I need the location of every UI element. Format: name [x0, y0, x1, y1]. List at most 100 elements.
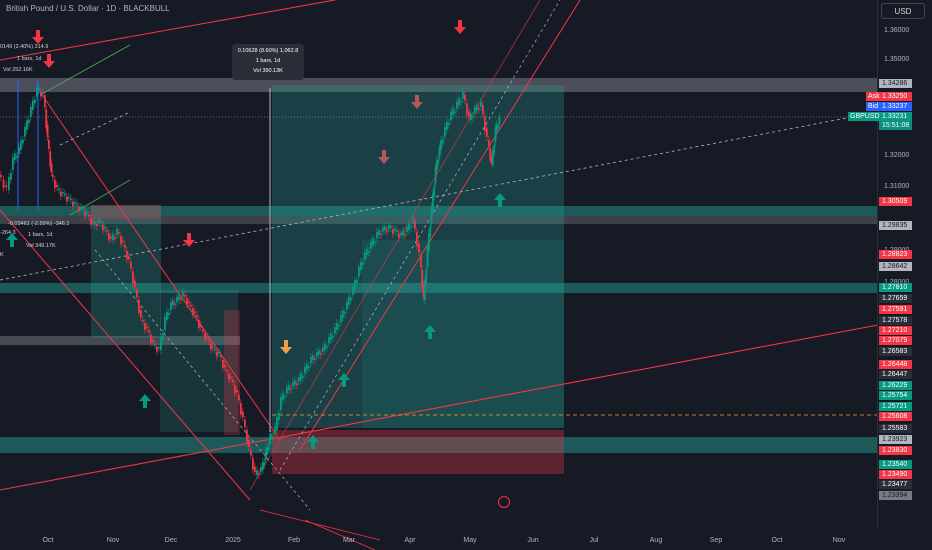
price-tag: 1.26447 — [879, 370, 912, 379]
candle-body — [42, 92, 44, 94]
candle-body — [76, 203, 78, 206]
candle-body — [192, 308, 194, 315]
candle-body — [425, 269, 428, 284]
candle-body — [82, 208, 84, 211]
measure-tooltip: 0.10628 (8.60%) 1,062.8 1 bars, 1d Vol 3… — [232, 44, 304, 80]
candle-body — [26, 120, 28, 130]
candle-body — [412, 217, 414, 224]
candle-body — [492, 150, 494, 165]
candle-body — [98, 219, 100, 223]
candle-body — [262, 462, 264, 470]
candle-body — [300, 373, 302, 380]
candle-body — [146, 326, 148, 329]
candle-body — [362, 263, 364, 265]
candle-body — [74, 202, 76, 204]
candle-body — [112, 234, 114, 240]
candle-body — [214, 348, 216, 351]
candle-body — [14, 153, 16, 160]
candle-body — [444, 127, 446, 137]
candle-body — [184, 295, 186, 297]
candle-body — [40, 91, 42, 97]
candle-body — [152, 340, 154, 342]
candle-body — [198, 320, 200, 328]
candle-body — [166, 312, 168, 320]
candle-body — [292, 382, 294, 387]
candle-body — [186, 298, 188, 305]
candle-body — [30, 107, 32, 117]
candle-body — [324, 343, 326, 350]
price-tag: 1.25754 — [879, 391, 912, 400]
price-tag: 1.23477 — [879, 480, 912, 489]
x-label: Nov — [832, 537, 846, 544]
candle-body — [104, 227, 106, 229]
price-tag: 1.30509 — [879, 197, 912, 206]
candle-body — [94, 221, 96, 225]
candle-body — [174, 303, 176, 305]
candle-body — [344, 312, 346, 314]
candle-body — [164, 317, 166, 330]
candle-body — [58, 188, 60, 191]
candle-body — [464, 95, 466, 101]
candle-body — [296, 383, 298, 385]
y-tick: 1.35000 — [884, 56, 910, 63]
ask-label: Ask — [866, 92, 880, 101]
candle-body — [62, 192, 64, 194]
dashed-channel-mid — [279, 0, 561, 471]
candle-body — [263, 463, 266, 465]
candle-body — [222, 360, 224, 368]
price-tag: 1.26583 — [879, 347, 912, 356]
candle-body — [36, 87, 38, 97]
candle-body — [122, 240, 124, 243]
candle-body — [50, 163, 53, 172]
candle-body — [462, 92, 464, 99]
candle-body — [468, 111, 470, 117]
annotation-left-mid: -0.03461 (-2.59%) -346.1 — [8, 221, 70, 227]
up-arrow-teal-icon — [307, 435, 319, 449]
candle-body — [306, 363, 308, 370]
candle-body — [402, 231, 404, 236]
candle-body — [474, 107, 476, 114]
candle-body — [216, 351, 218, 357]
price-axis-separator — [877, 0, 878, 530]
candle-body — [234, 385, 236, 393]
candle-body — [148, 330, 150, 332]
price-tag: 1.23394 — [879, 491, 912, 500]
green-trend-2 — [69, 179, 131, 216]
candle-body — [458, 98, 460, 105]
candle-body — [312, 355, 314, 360]
candle-body — [238, 395, 240, 401]
candle-body — [64, 193, 66, 196]
candle-body — [72, 201, 74, 207]
countdown-icon[interactable] — [498, 496, 510, 508]
x-label: Oct — [771, 537, 783, 544]
candle-body — [252, 458, 254, 470]
candle-body — [470, 113, 472, 120]
price-tag: 1.23923 — [879, 435, 912, 444]
candle-body — [456, 102, 458, 109]
y-tick: 1.31000 — [884, 183, 910, 190]
down-arrow-red-icon — [183, 233, 195, 247]
candle-body — [240, 403, 242, 415]
candle-body — [420, 255, 422, 267]
candle-body — [154, 343, 156, 346]
price-tag: 1.29835 — [879, 221, 912, 230]
candle-body — [0, 175, 2, 177]
candle-body — [194, 311, 196, 314]
candle-body — [110, 236, 112, 239]
candle-body — [328, 337, 330, 344]
candle-body — [364, 252, 366, 260]
candle-body — [266, 447, 268, 455]
candle-body — [436, 160, 438, 170]
candle-body — [138, 300, 140, 313]
currency-button[interactable]: USD — [881, 3, 925, 19]
measure-line3: Vol 390.13K — [253, 68, 283, 74]
candle-body — [442, 139, 444, 144]
candle-body — [348, 297, 350, 305]
x-label: Sep — [709, 537, 723, 544]
candle-body — [274, 427, 276, 434]
price-tag: 1.28823 — [879, 250, 912, 259]
candle-body — [276, 417, 278, 430]
annotation-left-mid-2: -264.3 — [0, 230, 16, 236]
candle-body — [92, 221, 94, 224]
